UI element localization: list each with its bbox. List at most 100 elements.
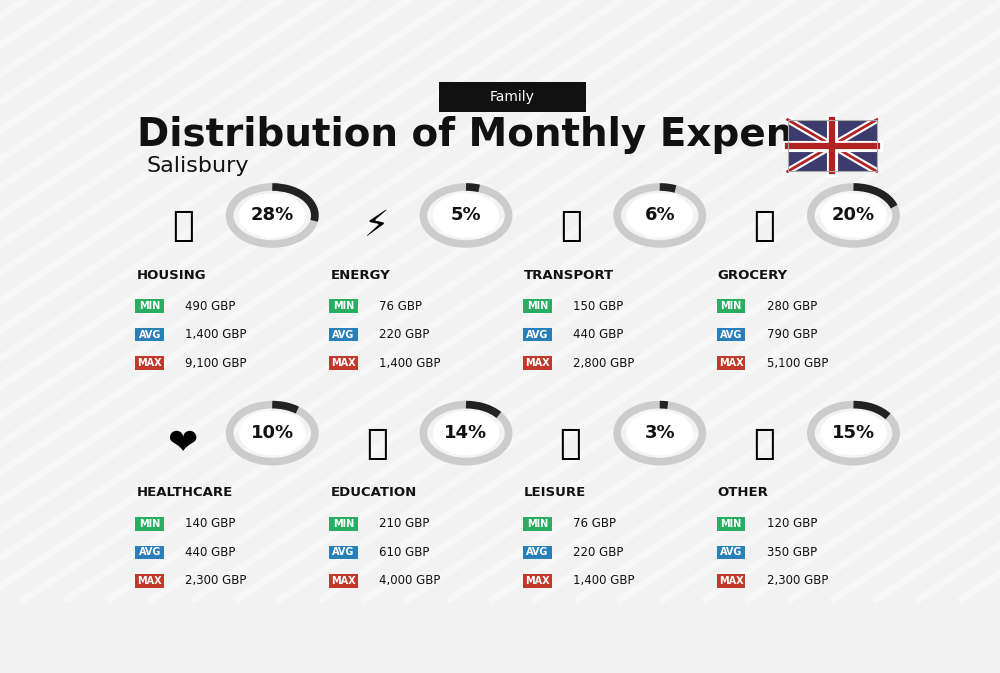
- Circle shape: [239, 411, 305, 456]
- Text: 4,000 GBP: 4,000 GBP: [379, 574, 441, 588]
- Text: 5,100 GBP: 5,100 GBP: [767, 357, 828, 369]
- Text: 🏢: 🏢: [172, 209, 194, 243]
- Text: 76 GBP: 76 GBP: [379, 299, 422, 313]
- Text: AVG: AVG: [139, 330, 161, 340]
- Text: MAX: MAX: [525, 358, 550, 368]
- Text: 2,300 GBP: 2,300 GBP: [767, 574, 828, 588]
- Text: MAX: MAX: [719, 358, 743, 368]
- Text: 💰: 💰: [754, 427, 775, 460]
- Text: 5%: 5%: [451, 207, 481, 225]
- FancyBboxPatch shape: [135, 546, 164, 559]
- Text: EDUCATION: EDUCATION: [330, 486, 417, 499]
- FancyBboxPatch shape: [523, 299, 552, 313]
- Circle shape: [627, 193, 693, 238]
- Text: ENERGY: ENERGY: [330, 269, 390, 281]
- Text: 350 GBP: 350 GBP: [767, 546, 817, 559]
- Text: HEALTHCARE: HEALTHCARE: [137, 486, 233, 499]
- Text: MAX: MAX: [719, 576, 743, 586]
- Text: MAX: MAX: [137, 576, 162, 586]
- FancyBboxPatch shape: [717, 299, 745, 313]
- Text: 440 GBP: 440 GBP: [573, 328, 623, 341]
- FancyBboxPatch shape: [717, 328, 745, 341]
- FancyBboxPatch shape: [717, 546, 745, 559]
- Text: MIN: MIN: [139, 519, 160, 529]
- Text: MIN: MIN: [527, 302, 548, 311]
- Text: MIN: MIN: [720, 519, 742, 529]
- Circle shape: [820, 193, 887, 238]
- Text: 1,400 GBP: 1,400 GBP: [185, 328, 247, 341]
- FancyBboxPatch shape: [523, 517, 552, 530]
- Text: 280 GBP: 280 GBP: [767, 299, 817, 313]
- Text: 14%: 14%: [444, 424, 488, 442]
- Text: MIN: MIN: [527, 519, 548, 529]
- Text: 150 GBP: 150 GBP: [573, 299, 623, 313]
- FancyBboxPatch shape: [329, 299, 358, 313]
- Text: MIN: MIN: [720, 302, 742, 311]
- Text: 140 GBP: 140 GBP: [185, 518, 236, 530]
- Text: AVG: AVG: [526, 547, 548, 557]
- FancyBboxPatch shape: [439, 82, 586, 112]
- Text: AVG: AVG: [332, 547, 355, 557]
- Text: 220 GBP: 220 GBP: [573, 546, 623, 559]
- Text: Family: Family: [490, 90, 535, 104]
- Text: MIN: MIN: [333, 519, 354, 529]
- FancyBboxPatch shape: [329, 357, 358, 370]
- Text: TRANSPORT: TRANSPORT: [524, 269, 614, 281]
- Text: 120 GBP: 120 GBP: [767, 518, 817, 530]
- Text: 🚌: 🚌: [560, 209, 581, 243]
- FancyBboxPatch shape: [329, 517, 358, 530]
- FancyBboxPatch shape: [135, 299, 164, 313]
- Circle shape: [820, 411, 887, 456]
- FancyBboxPatch shape: [329, 546, 358, 559]
- FancyBboxPatch shape: [135, 574, 164, 588]
- Text: LEISURE: LEISURE: [524, 486, 586, 499]
- Text: GROCERY: GROCERY: [718, 269, 788, 281]
- Text: 1,400 GBP: 1,400 GBP: [379, 357, 441, 369]
- Text: 10%: 10%: [251, 424, 294, 442]
- Text: Distribution of Monthly Expenses: Distribution of Monthly Expenses: [137, 116, 866, 154]
- Text: 490 GBP: 490 GBP: [185, 299, 236, 313]
- FancyBboxPatch shape: [135, 517, 164, 530]
- FancyBboxPatch shape: [523, 357, 552, 370]
- Text: 28%: 28%: [251, 207, 294, 225]
- Text: ⚡: ⚡: [364, 209, 390, 243]
- Text: 210 GBP: 210 GBP: [379, 518, 430, 530]
- Text: HOUSING: HOUSING: [137, 269, 206, 281]
- FancyBboxPatch shape: [329, 328, 358, 341]
- Text: 220 GBP: 220 GBP: [379, 328, 430, 341]
- Text: MAX: MAX: [331, 358, 356, 368]
- FancyBboxPatch shape: [523, 546, 552, 559]
- Text: 3%: 3%: [644, 424, 675, 442]
- Text: AVG: AVG: [332, 330, 355, 340]
- Text: MAX: MAX: [525, 576, 550, 586]
- Text: AVG: AVG: [139, 547, 161, 557]
- Text: AVG: AVG: [526, 330, 548, 340]
- Text: 2,300 GBP: 2,300 GBP: [185, 574, 247, 588]
- Text: 610 GBP: 610 GBP: [379, 546, 430, 559]
- Text: 🎓: 🎓: [366, 427, 388, 460]
- Text: MAX: MAX: [137, 358, 162, 368]
- FancyBboxPatch shape: [717, 357, 745, 370]
- Text: 🛒: 🛒: [754, 209, 775, 243]
- Text: 1,400 GBP: 1,400 GBP: [573, 574, 634, 588]
- Text: 790 GBP: 790 GBP: [767, 328, 817, 341]
- FancyBboxPatch shape: [135, 328, 164, 341]
- Circle shape: [433, 193, 499, 238]
- Circle shape: [239, 193, 305, 238]
- FancyBboxPatch shape: [717, 517, 745, 530]
- Text: 🛍️: 🛍️: [560, 427, 581, 460]
- Text: MIN: MIN: [333, 302, 354, 311]
- FancyBboxPatch shape: [523, 328, 552, 341]
- Text: 440 GBP: 440 GBP: [185, 546, 236, 559]
- Text: AVG: AVG: [720, 547, 742, 557]
- Text: 6%: 6%: [644, 207, 675, 225]
- Text: 2,800 GBP: 2,800 GBP: [573, 357, 634, 369]
- Text: MIN: MIN: [139, 302, 160, 311]
- Text: OTHER: OTHER: [718, 486, 769, 499]
- FancyBboxPatch shape: [523, 574, 552, 588]
- Text: Salisbury: Salisbury: [147, 156, 249, 176]
- Text: 15%: 15%: [832, 424, 875, 442]
- Text: ❤️: ❤️: [168, 427, 198, 460]
- Text: 20%: 20%: [832, 207, 875, 225]
- FancyBboxPatch shape: [135, 357, 164, 370]
